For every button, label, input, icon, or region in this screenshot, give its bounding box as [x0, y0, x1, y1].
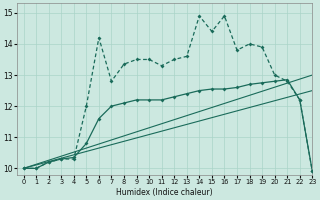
X-axis label: Humidex (Indice chaleur): Humidex (Indice chaleur): [116, 188, 213, 197]
